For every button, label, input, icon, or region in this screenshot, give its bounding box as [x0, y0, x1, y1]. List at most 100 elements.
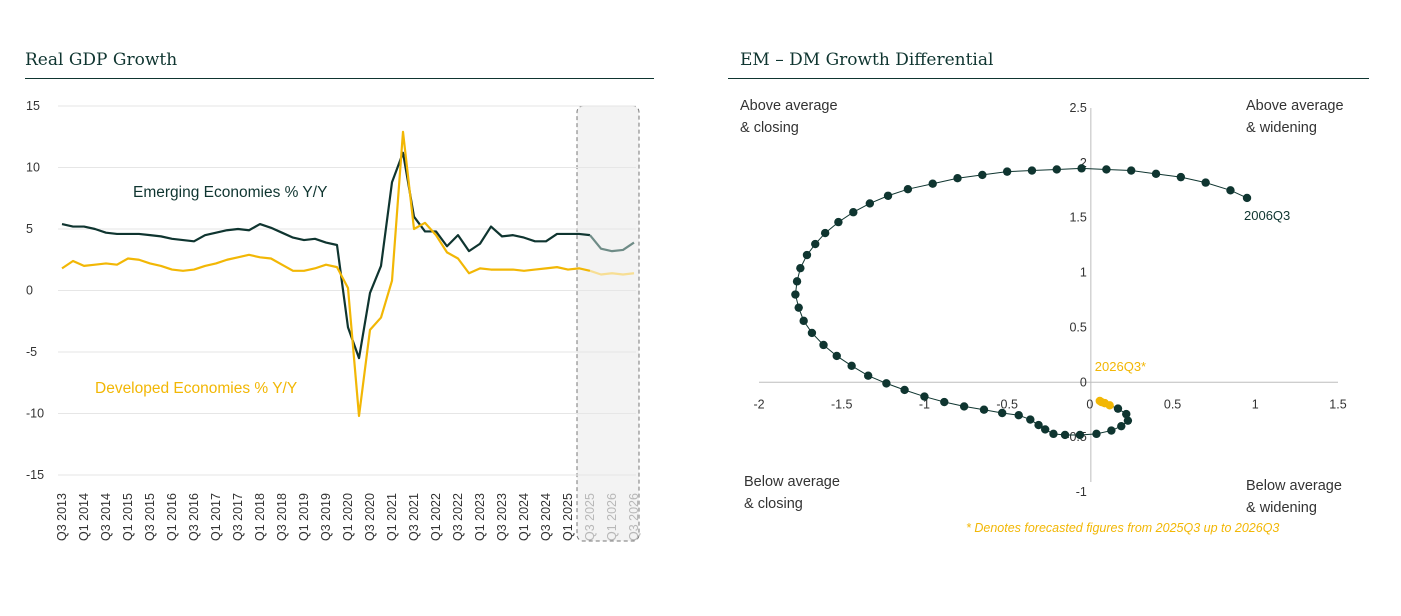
- x-tick-label: 0.5: [1164, 397, 1181, 411]
- end-label: 2026Q3*: [1095, 359, 1146, 374]
- x-tick-label: Q3 2013: [55, 493, 69, 541]
- forecast-region: [576, 105, 640, 542]
- y-tick-label: 5: [26, 222, 33, 236]
- data-point: [863, 371, 873, 380]
- data-point: [1049, 429, 1058, 439]
- data-point: [1107, 426, 1116, 435]
- x-tick-label: Q3 2024: [539, 493, 553, 541]
- emerging-economies-line-forecast: [589, 234, 635, 253]
- y-tick-label: -15: [26, 468, 44, 482]
- data-point: [1117, 421, 1126, 431]
- x-tick-label: Q3 2019: [319, 493, 333, 541]
- data-point: [832, 351, 841, 361]
- data-point: [1026, 415, 1035, 424]
- y-tick-label: 1.5: [1069, 211, 1086, 225]
- data-point: [799, 316, 808, 326]
- x-tick-label: Q1 2020: [341, 493, 355, 541]
- x-tick-label: Q1 2014: [77, 493, 91, 541]
- data-point: [1077, 164, 1086, 173]
- quadrant-top-right-line2: & widening: [1246, 120, 1317, 136]
- data-point: [811, 239, 820, 249]
- quadrant-bottom-right-line1: Below average: [1246, 478, 1342, 494]
- x-tick-label: Q3 2017: [231, 493, 245, 541]
- quadrant-top-right-label: Above average & widening: [1246, 95, 1344, 139]
- data-point: [978, 170, 987, 180]
- x-tick-label: Q3 2023: [495, 493, 509, 541]
- x-tick-label: Q3 2015: [143, 493, 157, 541]
- x-tick-label: Q1 2018: [253, 493, 267, 541]
- real-gdp-growth-chart: 15 10 5 0 -5 -10 -15 Q3 2013 Q1 2014 Q3 2014 Q1 20…: [26, 99, 641, 542]
- y-tick-label: 2: [1080, 156, 1087, 170]
- x-tick-label: Q3 2021: [407, 493, 421, 541]
- quadrant-top-left-label: Above average & closing: [740, 95, 838, 139]
- y-tick-label: 2.5: [1069, 101, 1086, 115]
- x-tick-label: Q1 2025: [561, 493, 575, 541]
- x-tick-label: 1.5: [1329, 397, 1346, 411]
- x-tick-label: Q1 2017: [209, 493, 223, 541]
- data-point: [1014, 411, 1023, 420]
- x-tick-label: -0.5: [996, 397, 1018, 411]
- x-tick-label: Q3 2014: [99, 493, 113, 541]
- data-point: [849, 208, 858, 217]
- trajectory-line: [794, 167, 1248, 436]
- emerging-economies-label: Emerging Economies % Y/Y: [133, 184, 327, 201]
- data-point: [794, 303, 803, 312]
- x-tick-label: Q3 2025: [583, 493, 597, 541]
- y-tick-label: -10: [26, 407, 44, 421]
- x-tick-label: -1: [919, 397, 930, 411]
- x-tick-label: Q1 2022: [429, 493, 443, 541]
- x-tick-label: Q3 2022: [451, 493, 465, 541]
- data-point: [1060, 430, 1070, 440]
- data-point: [1226, 186, 1235, 195]
- x-tick-label: Q1 2026: [605, 493, 619, 541]
- quadrant-bottom-right-line2: & widening: [1246, 500, 1317, 516]
- quadrant-bottom-left-line2: & closing: [744, 496, 803, 512]
- data-point: [959, 402, 969, 411]
- data-point: [1040, 425, 1050, 434]
- data-point: [920, 392, 929, 401]
- x-tick-label: Q1 2016: [165, 493, 179, 541]
- quadrant-bottom-left-line1: Below average: [744, 474, 840, 490]
- data-point: [940, 397, 949, 407]
- growth-differential-chart: -2 -1.5 -1 -0.5 0 0.5 1 1.52.521.510.50-0.5-120…: [753, 101, 1346, 499]
- data-point: [807, 328, 817, 338]
- data-point: [900, 385, 909, 395]
- right-title-rule: [728, 78, 1369, 79]
- x-tick-label: Q1 2019: [297, 493, 311, 541]
- data-point: [865, 199, 875, 208]
- y-tick-label: 15: [26, 99, 40, 113]
- data-point: [791, 290, 800, 299]
- developed-economies-label: Developed Economies % Y/Y: [95, 380, 297, 397]
- y-tick-label: -1: [1076, 485, 1087, 499]
- data-point: [792, 277, 802, 286]
- quadrant-top-left-line1: Above average: [740, 98, 838, 114]
- data-point: [997, 408, 1007, 418]
- y-tick-label: 10: [26, 161, 40, 175]
- x-tick-label: Q3 2026: [627, 493, 641, 541]
- data-point: [1092, 429, 1101, 439]
- data-point: [819, 340, 828, 350]
- developed-economies-line: [61, 130, 591, 418]
- data-point: [847, 361, 856, 371]
- data-point: [1027, 166, 1037, 175]
- data-point: [883, 191, 893, 200]
- data-point: [1102, 165, 1111, 174]
- data-point: [882, 379, 891, 388]
- y-tick-label: 0: [1080, 375, 1087, 389]
- x-tick-label: 1: [1252, 397, 1259, 411]
- x-tick-label: -2: [753, 397, 764, 411]
- left-title-rule: [25, 78, 654, 79]
- data-point: [1122, 409, 1131, 419]
- data-point: [1176, 172, 1186, 182]
- x-tick-label: Q1 2021: [385, 493, 399, 541]
- data-point: [1075, 430, 1085, 440]
- x-tick-label: -1.5: [831, 397, 853, 411]
- data-point: [820, 228, 830, 238]
- y-tick-label: 0: [26, 284, 33, 298]
- data-point: [928, 179, 937, 188]
- x-tick-label: Q1 2024: [517, 493, 531, 541]
- x-tick-label: Q1 2023: [473, 493, 487, 541]
- data-point: [834, 217, 843, 227]
- x-tick-label: Q3 2020: [363, 493, 377, 541]
